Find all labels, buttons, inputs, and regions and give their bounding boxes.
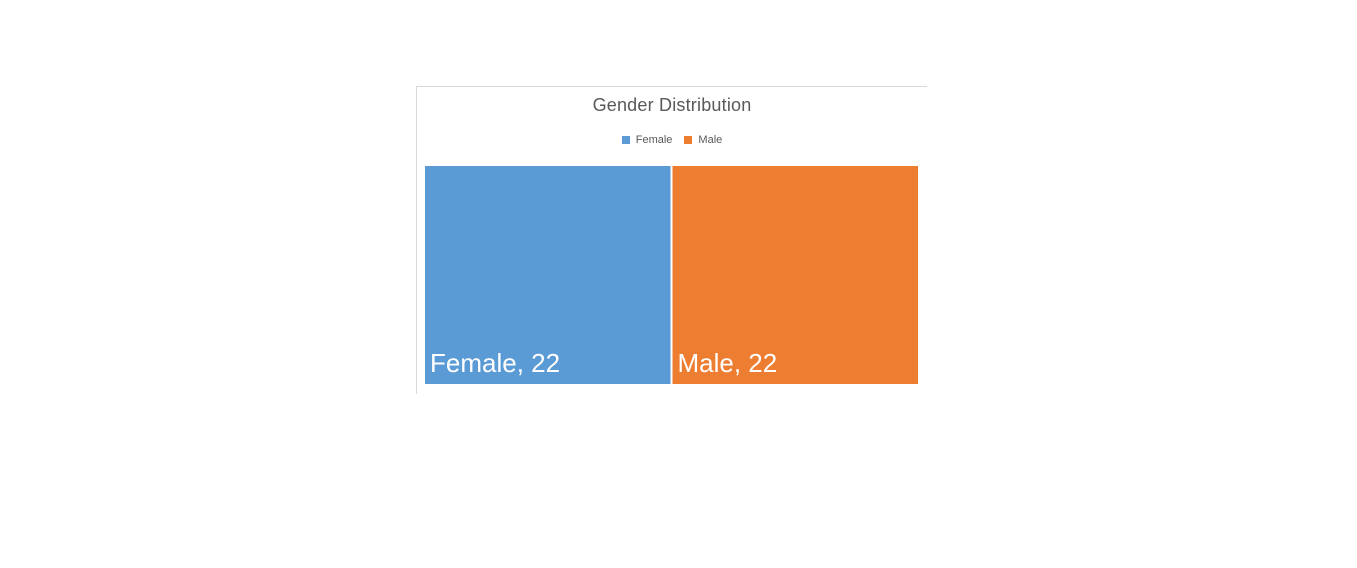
legend-entry-male: Male bbox=[684, 134, 722, 146]
data-label-male: Male, 22 bbox=[678, 348, 778, 378]
legend-label-female: Female bbox=[635, 134, 673, 146]
treemap-tile-male bbox=[672, 166, 918, 384]
data-label-female: Female, 22 bbox=[430, 348, 560, 378]
chart-title: Gender Distribution bbox=[592, 95, 752, 115]
treemap-plot: Female, 22 Male, 22 bbox=[425, 166, 918, 384]
legend-label-male: Male bbox=[698, 134, 723, 146]
legend-swatch-female bbox=[621, 136, 630, 144]
legend-entry-female: Female bbox=[621, 134, 673, 146]
legend-swatch-male bbox=[684, 136, 693, 144]
treemap-tile-female bbox=[425, 166, 671, 384]
chart-legend: Female Male bbox=[417, 134, 927, 146]
chart-container: Gender Distribution Female Male Female, … bbox=[416, 86, 927, 394]
